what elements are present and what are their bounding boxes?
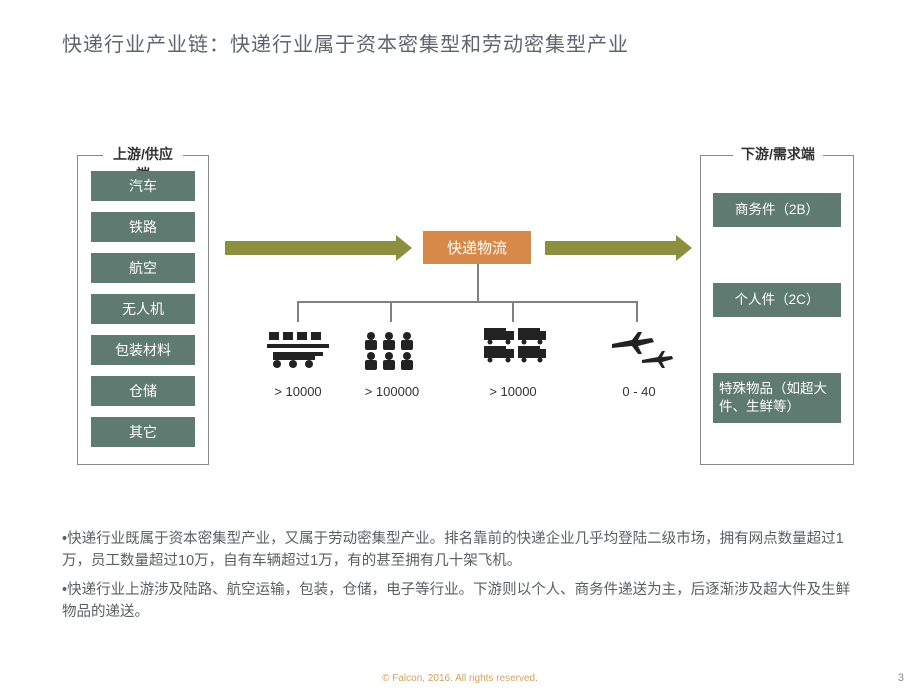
upstream-item: 其它 (91, 417, 195, 447)
slide-title: 快递行业产业链：快递行业属于资本密集型和劳动密集型产业 (62, 28, 629, 57)
upstream-item: 铁路 (91, 212, 195, 242)
page-number: 3 (898, 672, 904, 684)
upstream-item: 包装材料 (91, 335, 195, 365)
downstream-item: 商务件（2B） (713, 193, 841, 227)
bullet-text: •快递行业上游涉及陆路、航空运输，包装，仓储，电子等行业。下游则以个人、商务件递… (62, 579, 858, 624)
trucks-icon (478, 326, 548, 374)
warehouse-icon (263, 326, 333, 374)
metric-label: > 100000 (357, 384, 427, 399)
downstream-item: 特殊物品（如超大件、生鲜等） (713, 373, 841, 423)
metric-label: > 10000 (478, 384, 548, 399)
upstream-item: 无人机 (91, 294, 195, 324)
upstream-item: 汽车 (91, 171, 195, 201)
center-node: 快递物流 (423, 231, 531, 264)
metric-label: > 10000 (263, 384, 333, 399)
bullet-text: •快递行业既属于资本密集型产业，又属于劳动密集型产业。排名靠前的快递企业几乎均登… (62, 528, 858, 573)
metric-label: 0 - 40 (604, 384, 674, 399)
planes-icon (604, 326, 674, 374)
upstream-item: 航空 (91, 253, 195, 283)
people-icon (357, 326, 427, 374)
downstream-header: 下游/需求端 (733, 144, 823, 164)
upstream-item: 仓储 (91, 376, 195, 406)
footer-copyright: © Falcon, 2016. All rights reserved. (0, 673, 920, 684)
description-block: •快递行业既属于资本密集型产业，又属于劳动密集型产业。排名靠前的快递企业几乎均登… (62, 528, 858, 630)
downstream-item: 个人件（2C） (713, 283, 841, 317)
